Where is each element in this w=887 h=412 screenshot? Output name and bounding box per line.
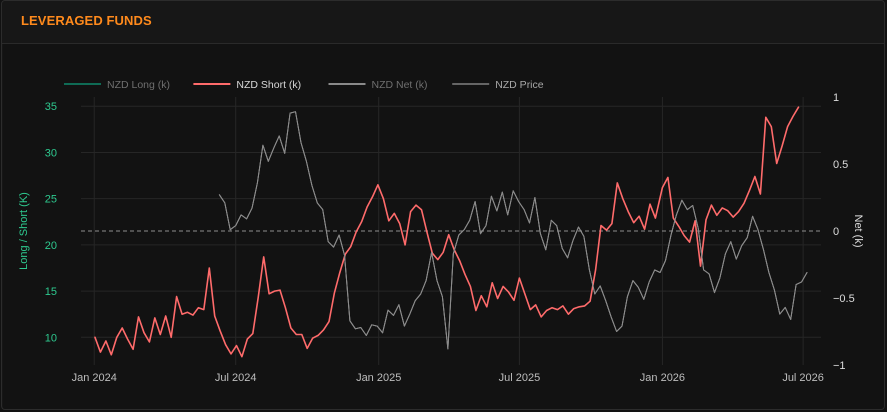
y-axis-label-left: Long / Short (K): [18, 192, 30, 270]
y-tick-label-right: 1: [833, 92, 839, 104]
y-tick-label-left: 35: [45, 101, 57, 113]
legend-label-net: NZD Net (k): [372, 79, 428, 91]
y-tick-label-left: 15: [45, 286, 57, 298]
y-tick-label-left: 20: [45, 240, 57, 252]
series-group: [94, 106, 808, 358]
chart-area: 10 15 20 25 30 35 Jan 2024 Jul 2024 Jan 2025 Jul …: [3, 44, 884, 409]
x-tick-label: Jan 2026: [640, 372, 685, 384]
x-tick-label: Jul 2026: [782, 372, 824, 384]
y-tick-label-right: 0: [833, 226, 839, 238]
x-tick-label: Jul 2025: [499, 372, 541, 384]
legend-label-long: NZD Long (k): [107, 79, 170, 91]
y-tick-label-right: −1: [833, 360, 846, 372]
legend-label-price: NZD Price: [495, 79, 544, 91]
y-tick-label-right: 0.5: [833, 159, 848, 171]
panel-title: LEVERAGED FUNDS: [21, 13, 152, 28]
y-tick-label-left: 25: [45, 194, 57, 206]
y-tick-label-left: 10: [45, 332, 57, 344]
x-tick-label: Jan 2025: [356, 372, 401, 384]
short-series-line: [94, 106, 800, 358]
net-series-line: [218, 111, 808, 350]
panel-header: LEVERAGED FUNDS: [2, 1, 884, 44]
grid: [81, 97, 821, 365]
x-tick-label: Jul 2024: [215, 372, 257, 384]
legend-label-short: NZD Short (k): [236, 79, 301, 91]
legend: NZD Long (k) NZD Short (k) NZD Net (k) NZD …: [64, 79, 544, 91]
y-tick-label-right: −0.5: [833, 293, 855, 305]
y-axis-label-right: Net (k): [852, 215, 864, 248]
x-tick-label: Jan 2024: [72, 372, 117, 384]
y-tick-label-left: 30: [45, 147, 57, 159]
price-series-line: [218, 111, 808, 350]
